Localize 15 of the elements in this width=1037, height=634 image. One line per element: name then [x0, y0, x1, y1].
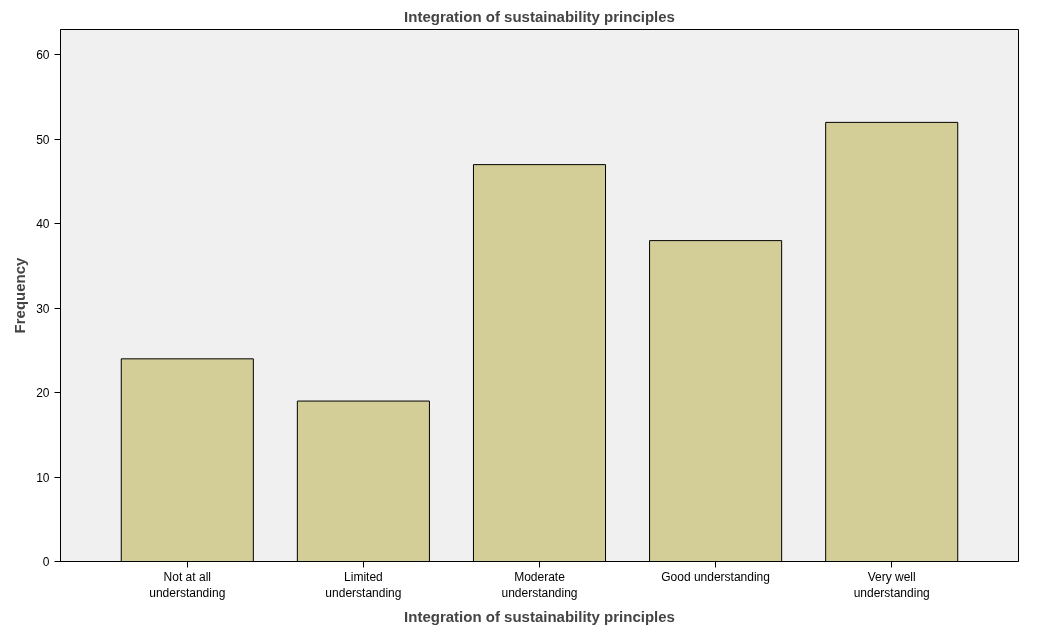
y-tick-label: 0	[42, 555, 50, 569]
y-tick-label: 50	[36, 132, 50, 147]
x-tick-label: Limited understanding	[325, 569, 402, 601]
y-tick-label: 60	[36, 48, 50, 63]
x-tick-label: Good understanding	[661, 569, 770, 584]
x-tick-label: Very well understanding	[853, 569, 930, 601]
chart-title: Integration of sustainability principles	[404, 7, 675, 25]
y-tick-label: 20	[36, 386, 50, 401]
y-axis-title: Frequency	[11, 256, 29, 334]
x-tick-label: Moderate understanding	[501, 569, 578, 601]
y-tick-label: 40	[36, 217, 50, 232]
x-axis-title: Integration of sustainability principles	[404, 608, 675, 626]
y-tick-label: 10	[36, 470, 50, 485]
x-tick-label: Not at all understanding	[149, 569, 226, 601]
y-tick-label: 30	[36, 301, 50, 316]
